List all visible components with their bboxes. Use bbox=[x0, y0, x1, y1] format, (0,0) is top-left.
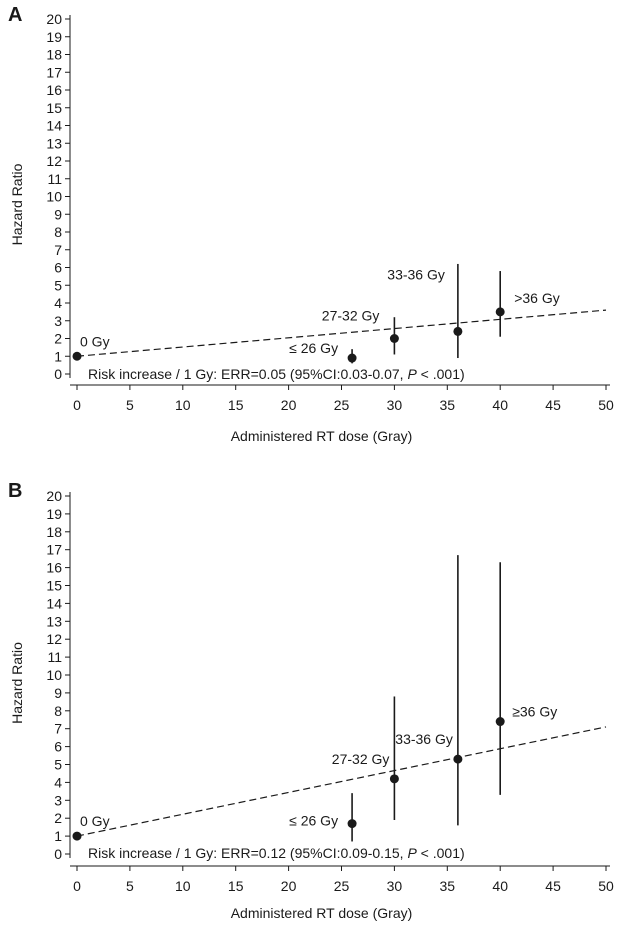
data-point bbox=[453, 326, 463, 336]
x-tick-label: 50 bbox=[598, 397, 614, 413]
x-tick-label: 20 bbox=[281, 397, 297, 413]
panel-a: A 0 1 2 3 4 5 6 7 8 9 10 11 12 13 14 15 16 17 18 19 20 0 5 10 15… bbox=[0, 0, 617, 462]
x-tick-label: 5 bbox=[126, 878, 134, 894]
x-tick-label: 35 bbox=[440, 878, 456, 894]
x-tick-label: 25 bbox=[334, 878, 350, 894]
x-axis-title: Administered RT dose (Gray) bbox=[231, 428, 413, 444]
data-point bbox=[347, 353, 357, 363]
y-tick-label: 15 bbox=[46, 578, 62, 594]
x-tick-label: 15 bbox=[228, 878, 244, 894]
x-tick-label: 30 bbox=[387, 397, 403, 413]
point-label: ≤ 26 Gy bbox=[289, 813, 338, 829]
y-tick-label: 18 bbox=[46, 47, 62, 63]
x-tick-label: 50 bbox=[598, 878, 614, 894]
y-tick-label: 6 bbox=[54, 260, 62, 276]
y-tick-label: 8 bbox=[54, 703, 62, 719]
y-tick-label: 3 bbox=[54, 313, 62, 329]
y-tick-label: 12 bbox=[46, 153, 62, 169]
data-point bbox=[389, 774, 399, 784]
y-tick-label: 0 bbox=[54, 366, 62, 382]
err-annotation: Risk increase / 1 Gy: ERR=0.12 (95%CI:0.… bbox=[88, 845, 465, 861]
y-tick-label: 2 bbox=[54, 331, 62, 347]
data-point bbox=[72, 831, 82, 841]
y-tick-label: 20 bbox=[46, 488, 62, 504]
point-label: ≤ 26 Gy bbox=[289, 340, 338, 356]
data-point bbox=[495, 717, 505, 727]
trend-line bbox=[76, 726, 607, 837]
x-tick-label: 20 bbox=[281, 878, 297, 894]
y-tick-label: 19 bbox=[46, 506, 62, 522]
y-tick-label: 7 bbox=[54, 242, 62, 258]
y-tick-label: 5 bbox=[54, 277, 62, 293]
point-label: ≥36 Gy bbox=[512, 704, 557, 720]
panel-b: B 0 1 2 3 4 5 6 7 8 9 10 11 12 13 14 15 16 17 18 19 20 0 5 10 15… bbox=[0, 476, 617, 938]
y-tick-label: 17 bbox=[46, 542, 62, 558]
y-tick-label: 11 bbox=[47, 649, 62, 665]
x-tick-label: 30 bbox=[387, 878, 403, 894]
y-tick-label: 12 bbox=[46, 631, 62, 647]
trend-line bbox=[76, 309, 607, 357]
point-label: 0 Gy bbox=[80, 813, 110, 829]
y-tick-label: 2 bbox=[54, 810, 62, 826]
y-axis-title: Hazard Ratio bbox=[9, 163, 25, 245]
y-tick-label: 19 bbox=[46, 29, 62, 45]
x-tick-label: 25 bbox=[334, 397, 350, 413]
x-tick-label: 15 bbox=[228, 397, 244, 413]
y-tick-label: 9 bbox=[54, 206, 62, 222]
x-tick-label: 40 bbox=[492, 878, 508, 894]
y-tick-label: 10 bbox=[46, 667, 62, 683]
point-label: 27-32 Gy bbox=[332, 751, 390, 767]
y-tick-label: 17 bbox=[46, 64, 62, 80]
x-tick-label: 40 bbox=[492, 397, 508, 413]
y-tick-label: 11 bbox=[47, 171, 62, 187]
err-annotation: Risk increase / 1 Gy: ERR=0.05 (95%CI:0.… bbox=[88, 366, 465, 382]
y-tick-label: 7 bbox=[54, 721, 62, 737]
y-tick-label: 0 bbox=[54, 846, 62, 862]
y-tick-label: 16 bbox=[46, 560, 62, 576]
x-axis-title: Administered RT dose (Gray) bbox=[231, 905, 413, 921]
point-label: >36 Gy bbox=[514, 290, 560, 306]
panel-b-letter: B bbox=[8, 480, 23, 502]
point-label: 33-36 Gy bbox=[395, 731, 453, 747]
data-point bbox=[389, 334, 399, 343]
y-tick-label: 1 bbox=[54, 348, 62, 364]
x-tick-label: 0 bbox=[73, 878, 81, 894]
y-tick-label: 4 bbox=[54, 774, 62, 790]
x-tick-label: 45 bbox=[545, 878, 561, 894]
y-tick-label: 13 bbox=[46, 135, 62, 151]
data-point bbox=[495, 307, 505, 317]
data-point bbox=[347, 819, 357, 829]
y-tick-label: 10 bbox=[46, 189, 62, 205]
y-tick-label: 14 bbox=[46, 118, 62, 134]
y-tick-label: 4 bbox=[54, 295, 62, 311]
point-label: 0 Gy bbox=[80, 333, 110, 349]
x-tick-label: 35 bbox=[440, 397, 456, 413]
y-tick-label: 8 bbox=[54, 224, 62, 240]
x-tick-label: 0 bbox=[73, 397, 81, 413]
y-tick-label: 9 bbox=[54, 685, 62, 701]
x-tick-label: 10 bbox=[175, 878, 191, 894]
panel-a-letter: A bbox=[8, 4, 23, 26]
x-tick-label: 45 bbox=[545, 397, 561, 413]
y-tick-label: 13 bbox=[46, 613, 62, 629]
y-tick-label: 6 bbox=[54, 739, 62, 755]
x-tick-label: 5 bbox=[126, 397, 134, 413]
y-tick-label: 20 bbox=[46, 11, 62, 27]
data-point bbox=[453, 754, 463, 764]
y-tick-label: 18 bbox=[46, 524, 62, 540]
data-point bbox=[72, 351, 82, 361]
point-label: 27-32 Gy bbox=[322, 308, 380, 324]
y-tick-label: 16 bbox=[46, 82, 62, 98]
y-tick-label: 5 bbox=[54, 757, 62, 773]
y-tick-label: 1 bbox=[54, 828, 62, 844]
y-tick-label: 3 bbox=[54, 792, 62, 808]
x-tick-label: 10 bbox=[175, 397, 191, 413]
y-axis-title: Hazard Ratio bbox=[9, 642, 25, 724]
y-tick-label: 14 bbox=[46, 595, 62, 611]
y-tick-label: 15 bbox=[46, 100, 62, 116]
point-label: 33-36 Gy bbox=[387, 266, 445, 282]
